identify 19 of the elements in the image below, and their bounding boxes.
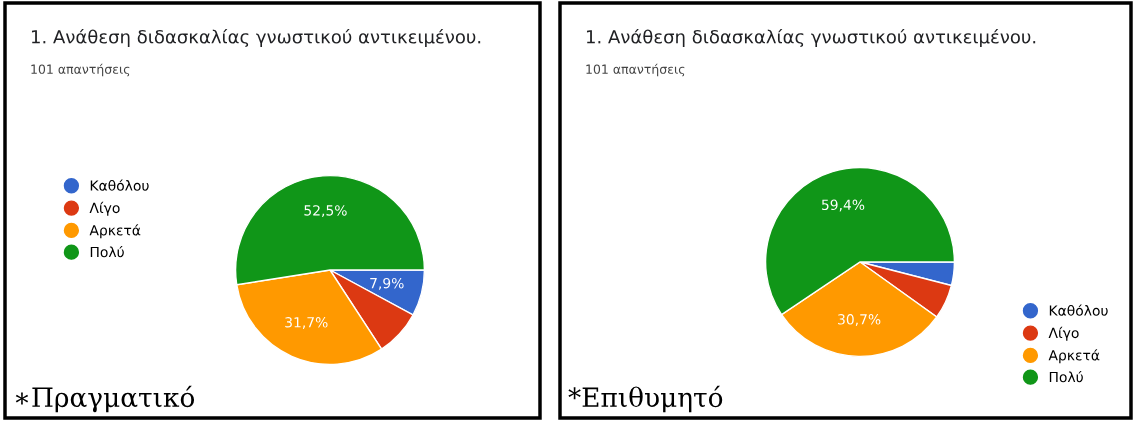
legend-label: Αρκετά xyxy=(1048,349,1100,364)
legend-label: Καθόλου xyxy=(1049,304,1108,316)
legend-label: Πολύ xyxy=(1049,370,1083,383)
legend-label: Λίγο xyxy=(1048,326,1079,341)
data-label: 30,7% xyxy=(838,314,881,326)
chart-title: 1. Ανάθεση διδασκαλίας γνωστικού αντικειμένου. xyxy=(586,28,1036,48)
data-label: 59,4% xyxy=(821,199,865,212)
text: *Επιθυμητό xyxy=(568,385,723,413)
chart-subtitle: 101 απαντήσεις xyxy=(31,63,130,77)
legend-label: Αρκετά xyxy=(89,224,141,239)
legend-label: Καθόλου xyxy=(90,179,149,191)
text: 101 απαντήσεις xyxy=(586,63,685,77)
legend-label: Λίγο xyxy=(89,201,120,216)
data-label: 7,9% xyxy=(370,277,404,290)
data-label: 31,7% xyxy=(285,317,328,329)
data-label: 52,5% xyxy=(304,205,347,218)
text: ∗Πραγματικό xyxy=(15,385,195,413)
chart-title: 1. Ανάθεση διδασκαλίας γνωστικού αντικειμένου. xyxy=(31,28,481,48)
legend-label: Πολύ xyxy=(90,245,124,258)
